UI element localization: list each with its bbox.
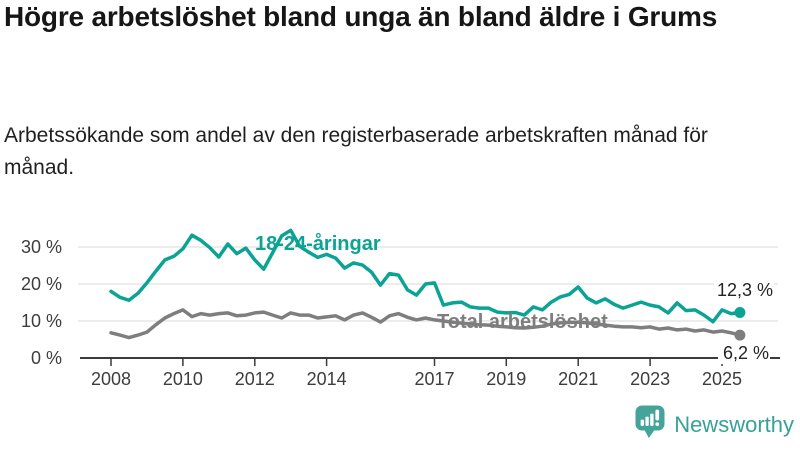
end-value-label-total: 6,2 % <box>718 343 770 364</box>
x-ticks: 2008 2010 2012 2014 2017 2019 2021 2023 2025 <box>91 358 742 389</box>
x-tick-label: 2008 <box>91 369 131 389</box>
y-tick-labels: 0 % 10 % 20 % 30 % <box>21 237 62 368</box>
x-tick-label: 2010 <box>163 369 203 389</box>
y-tick-label: 10 % <box>21 311 62 331</box>
newsworthy-brand-name: Newsworthy <box>674 411 794 437</box>
y-tick-label: 0 % <box>31 348 62 368</box>
x-tick-label: 2014 <box>307 369 347 389</box>
newsworthy-logo-icon <box>635 405 665 444</box>
series-label-youth: 18-24-åringar <box>255 233 381 255</box>
youth-line <box>109 228 742 324</box>
x-tick-label: 2023 <box>630 369 670 389</box>
y-tick-label: 30 % <box>21 237 62 257</box>
series-label-total: Total arbetslöshet <box>437 311 608 333</box>
x-tick-label: 2025 <box>702 369 742 389</box>
end-dot <box>734 307 746 318</box>
x-tick-label: 2017 <box>414 369 454 389</box>
y-tick-label: 20 % <box>21 274 62 294</box>
series-lines <box>109 228 746 341</box>
total-line <box>109 308 742 340</box>
chart-subtitle: Arbetssökande som andel av den registerb… <box>4 124 708 179</box>
x-tick-label: 2021 <box>558 369 598 389</box>
x-tick-label: 2019 <box>486 369 526 389</box>
page-title: Högre arbetslöshet bland unga än bland ä… <box>4 1 718 32</box>
newsworthy-attribution: Newsworthy <box>635 405 794 444</box>
x-tick-label: 2012 <box>235 369 275 389</box>
end-dot <box>734 329 746 341</box>
end-value-label-youth: 12,3 % <box>714 280 774 301</box>
